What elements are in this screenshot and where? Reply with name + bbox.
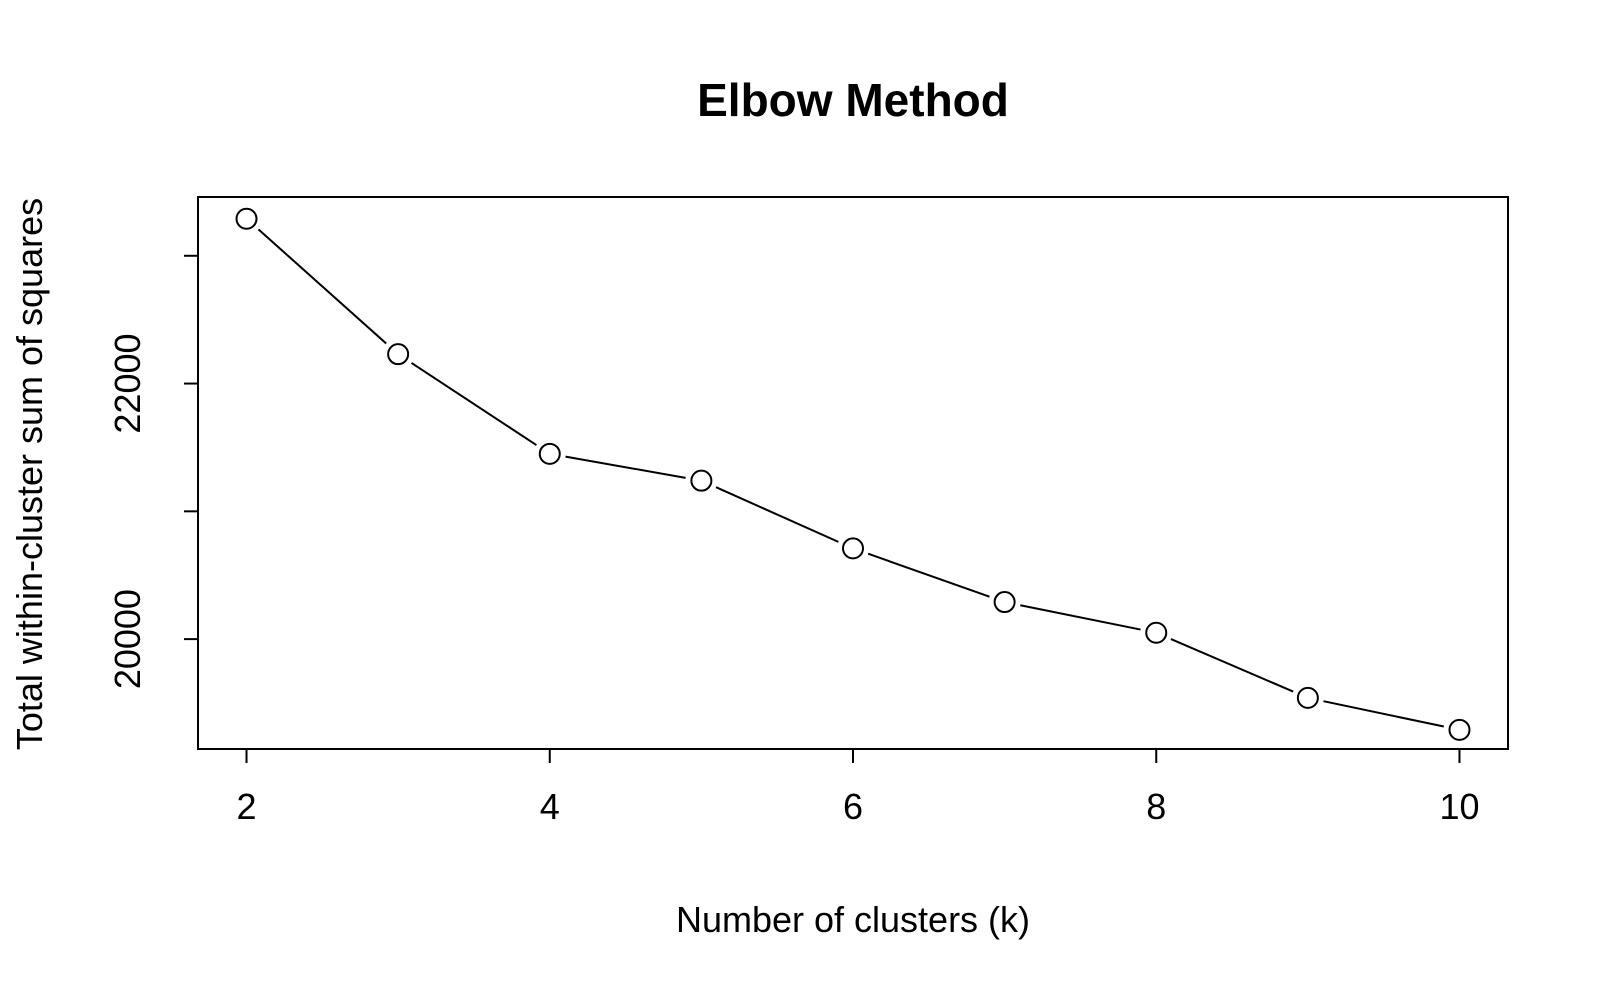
series-segment (867, 552, 990, 598)
x-tick-label: 2 (237, 786, 257, 827)
x-tick-label: 6 (843, 786, 863, 827)
data-point (842, 537, 864, 560)
series-segment (1323, 700, 1445, 728)
series-segment (1170, 638, 1294, 693)
series-segment (257, 228, 387, 345)
x-axis: 2 4 6 8 10 (237, 748, 1480, 827)
series-segment (565, 455, 686, 479)
data-point (538, 442, 561, 465)
series-segment (410, 362, 537, 446)
x-tick-label: 4 (540, 786, 560, 827)
x-tick-label: 10 (1439, 786, 1479, 827)
data-point (235, 207, 258, 230)
data-point (993, 591, 1016, 614)
y-axis-label: Total within-cluster sum of squares (9, 198, 50, 750)
x-axis-label: Number of clusters (k) (676, 899, 1030, 940)
data-point (1296, 686, 1319, 709)
series-group (235, 207, 1471, 741)
chart-title: Elbow Method (697, 74, 1009, 126)
y-tick-label: 20000 (107, 589, 148, 689)
y-axis: 20000 22000 (107, 254, 199, 689)
series-segment (715, 486, 839, 543)
x-tick-label: 8 (1146, 786, 1166, 827)
data-point (387, 343, 410, 366)
data-point (690, 469, 713, 492)
data-point (1448, 718, 1471, 741)
plot-frame (197, 196, 1509, 750)
series-segment (1020, 604, 1141, 631)
data-point (1145, 621, 1168, 644)
y-tick-label: 22000 (107, 334, 148, 434)
